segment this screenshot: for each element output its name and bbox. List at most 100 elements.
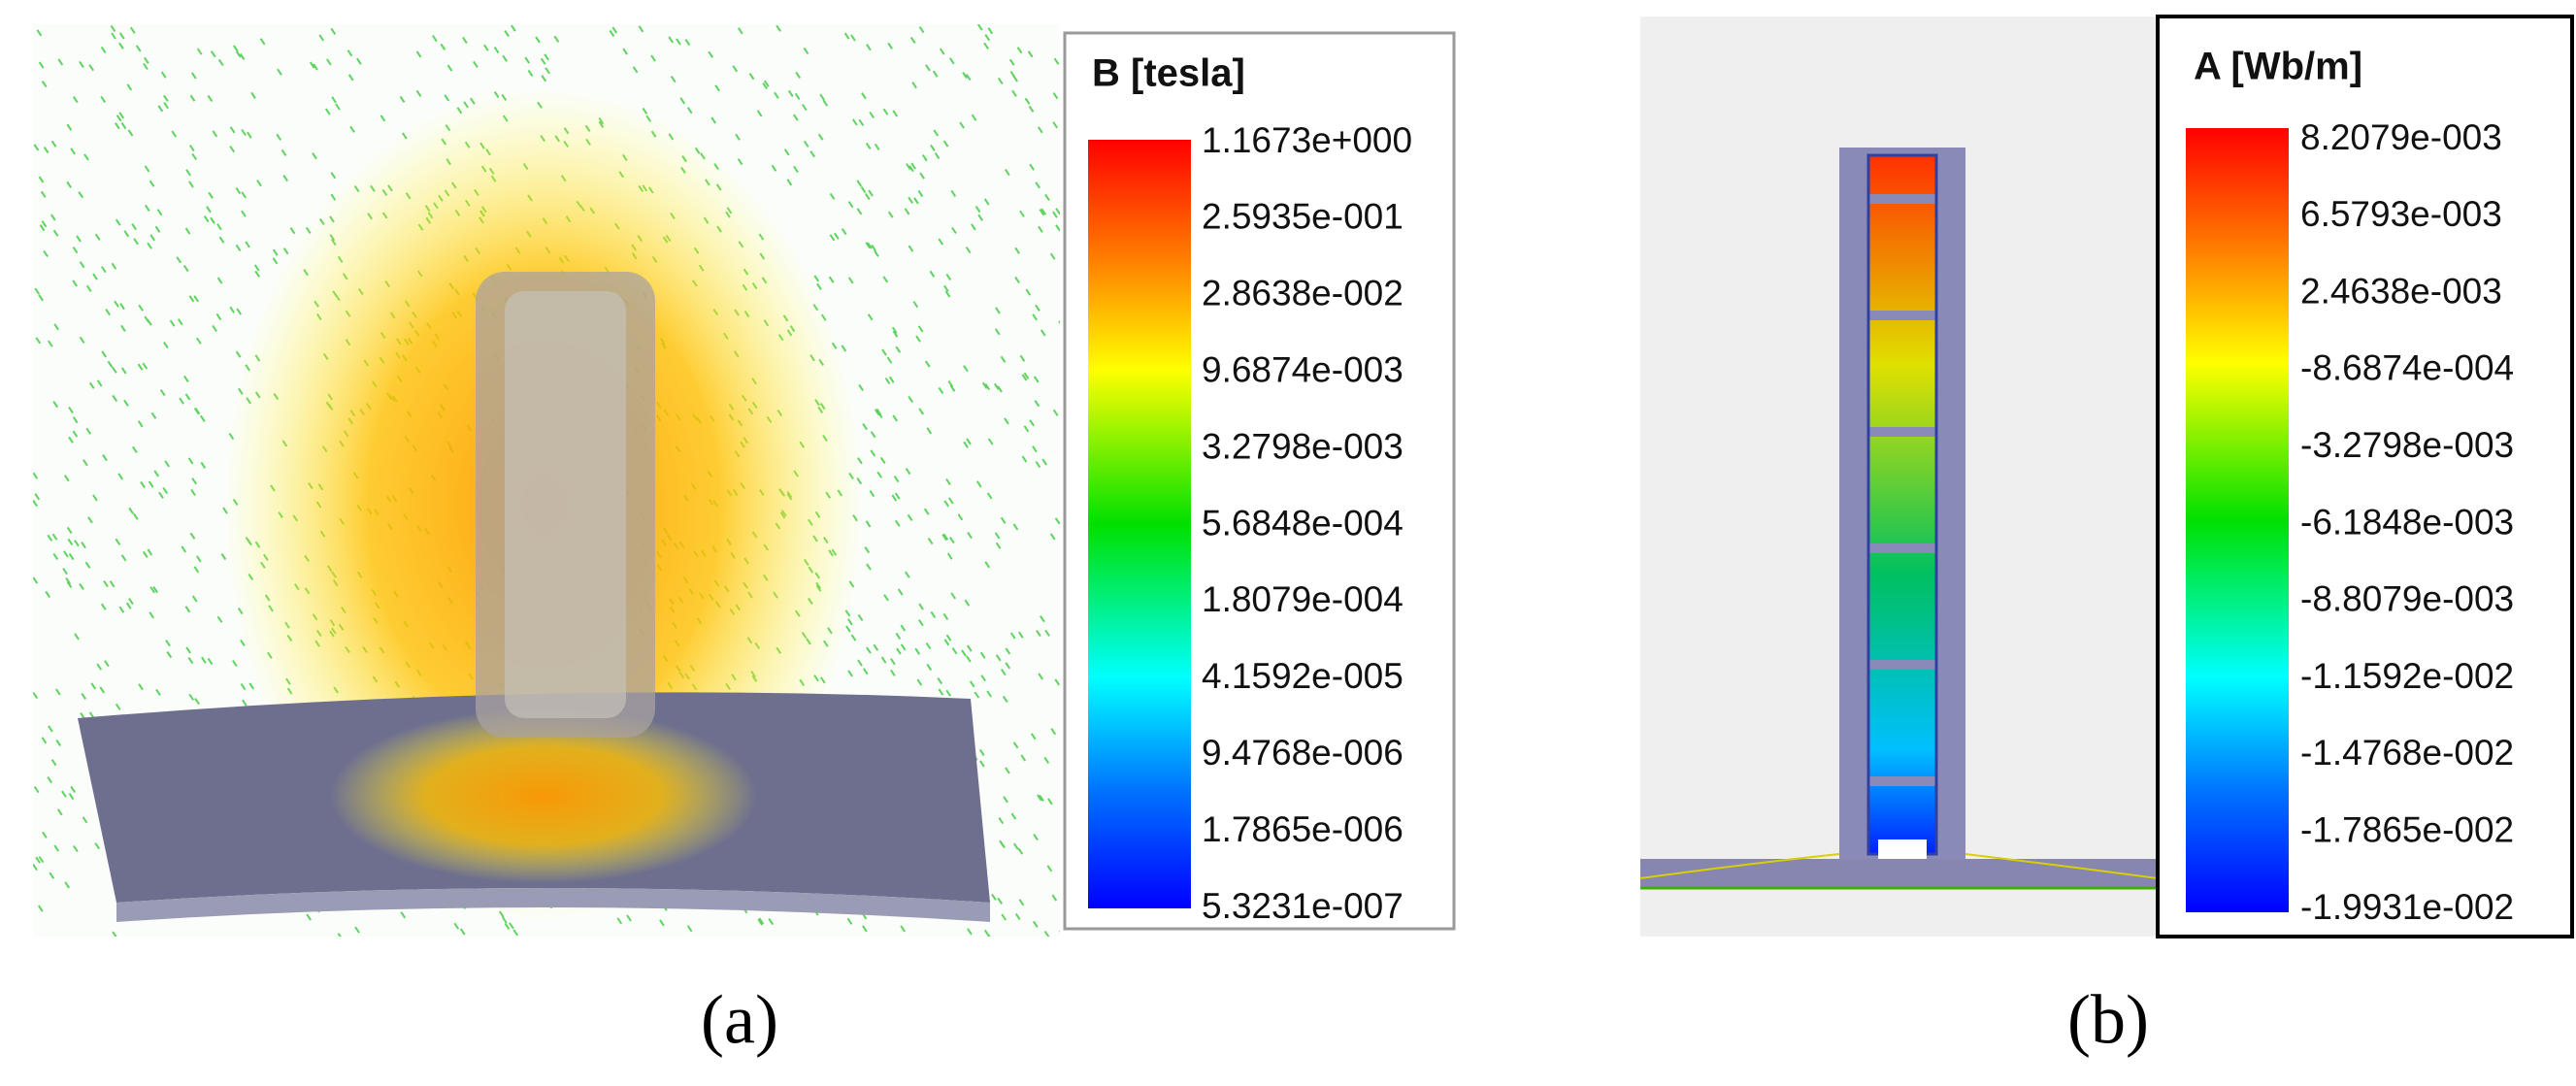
vector	[194, 698, 200, 706]
vector	[949, 537, 955, 544]
vector	[88, 381, 95, 389]
vector	[111, 262, 117, 270]
vector	[892, 330, 899, 338]
vector	[862, 423, 868, 431]
vector	[951, 647, 958, 655]
vector	[1014, 247, 1020, 254]
vector	[33, 863, 38, 872]
vector	[874, 409, 880, 416]
vector	[763, 80, 770, 87]
vector	[149, 234, 156, 242]
vector	[96, 663, 103, 671]
vector	[35, 856, 41, 864]
vector	[1051, 894, 1058, 902]
vector	[1038, 126, 1043, 134]
vector	[975, 480, 982, 488]
vector	[324, 108, 331, 115]
vector	[783, 148, 790, 156]
vector	[504, 29, 510, 38]
vector	[1038, 673, 1043, 680]
vector	[1009, 632, 1016, 640]
vector	[88, 64, 95, 72]
vector	[793, 165, 799, 173]
vector	[212, 324, 217, 333]
vector	[149, 611, 155, 619]
vector	[1025, 288, 1032, 296]
vector	[100, 603, 107, 610]
vector	[803, 47, 809, 55]
vector	[862, 925, 868, 933]
vector	[185, 646, 191, 654]
vector	[453, 922, 460, 930]
vector	[895, 346, 902, 353]
vector	[858, 383, 864, 392]
vector	[68, 552, 75, 561]
vector	[66, 181, 72, 188]
vector	[66, 526, 73, 535]
vector	[162, 486, 169, 495]
vector	[1055, 208, 1060, 215]
vector	[150, 411, 157, 419]
vector	[216, 223, 222, 231]
vector	[978, 748, 985, 757]
vector	[991, 893, 997, 901]
vector	[1049, 533, 1056, 541]
vector	[1059, 931, 1060, 933]
vector	[200, 461, 207, 470]
vector	[918, 619, 924, 627]
vector	[714, 84, 720, 92]
vector	[473, 60, 479, 69]
vector	[133, 512, 139, 520]
vector	[181, 545, 187, 553]
vector	[758, 917, 765, 925]
vector	[78, 191, 84, 199]
vector	[33, 786, 40, 794]
vector	[240, 682, 247, 691]
caption: (a)	[701, 981, 778, 1059]
vector	[1000, 668, 1007, 676]
vector	[105, 309, 111, 316]
vector	[70, 785, 76, 793]
vector	[38, 294, 44, 302]
vector	[908, 165, 914, 173]
vector	[748, 73, 755, 81]
vector	[540, 57, 546, 65]
vector	[1021, 455, 1028, 463]
vector	[974, 206, 981, 214]
vector	[90, 682, 97, 690]
vector	[895, 632, 902, 641]
vector	[152, 586, 158, 594]
vector	[220, 553, 227, 561]
vector	[527, 69, 534, 77]
vector	[1032, 920, 1039, 928]
vector	[128, 598, 134, 606]
vector	[143, 62, 149, 71]
rung	[1868, 427, 1936, 437]
vector	[179, 397, 184, 405]
vector	[1005, 767, 1010, 774]
legend-label: 9.4768e-006	[1202, 733, 1404, 773]
vector	[544, 53, 549, 61]
vector	[865, 142, 872, 149]
vector	[951, 226, 957, 235]
vector	[112, 931, 117, 937]
vector	[216, 277, 223, 284]
vector	[149, 586, 155, 594]
vector	[41, 737, 48, 744]
vector	[276, 133, 282, 141]
vector	[74, 633, 80, 641]
vector	[281, 148, 287, 157]
vector	[871, 244, 876, 252]
vector	[1052, 92, 1059, 100]
vector	[913, 197, 919, 205]
vector	[502, 54, 508, 62]
vector	[81, 692, 87, 700]
vector	[129, 26, 136, 34]
vector	[1054, 517, 1060, 525]
legend-label: 2.5935e-001	[1202, 197, 1404, 237]
vector	[934, 152, 941, 160]
vector	[193, 295, 200, 303]
vector	[867, 242, 873, 249]
ladder-rungs	[1868, 194, 1936, 786]
vector	[944, 290, 951, 298]
